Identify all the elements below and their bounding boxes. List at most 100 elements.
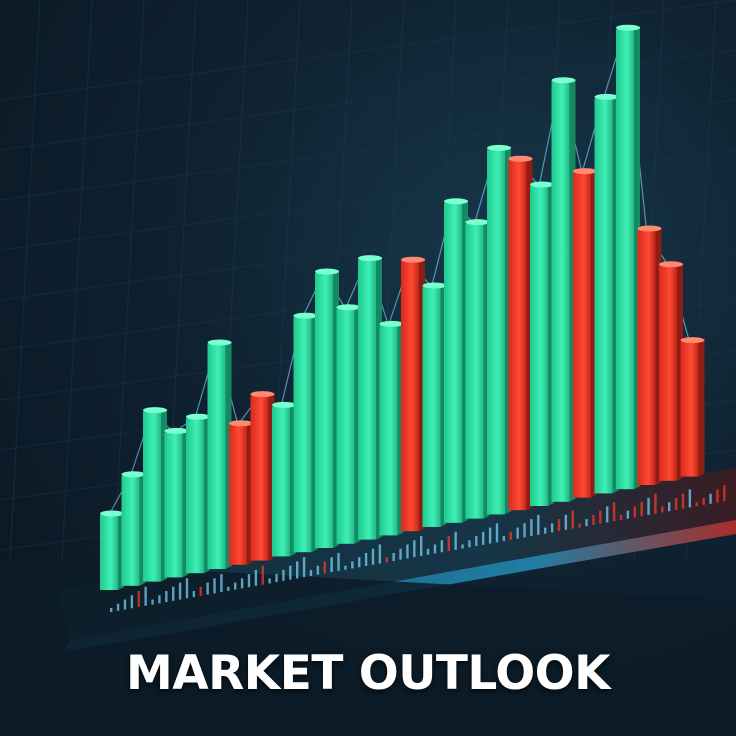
volume-bar bbox=[461, 544, 464, 549]
candle-body bbox=[379, 325, 398, 536]
volume-bar bbox=[351, 561, 354, 569]
volume-bar bbox=[399, 548, 402, 560]
volume-bar bbox=[289, 565, 292, 580]
volume-bar bbox=[268, 578, 271, 584]
candle-body bbox=[358, 259, 376, 540]
volume-bar bbox=[626, 510, 630, 519]
volume-bar bbox=[220, 574, 223, 593]
volume-bar bbox=[433, 544, 437, 554]
volume-bar bbox=[282, 569, 285, 581]
volume-bar bbox=[137, 591, 140, 608]
candle-cap bbox=[315, 268, 339, 275]
volume-bar bbox=[681, 493, 685, 509]
bear-candle bbox=[250, 354, 275, 561]
candle-body bbox=[487, 149, 505, 515]
volume-bar bbox=[371, 548, 375, 565]
candle-cap bbox=[444, 198, 468, 205]
candle-cap bbox=[659, 261, 683, 268]
bull-candle bbox=[143, 355, 167, 582]
candle-body bbox=[186, 418, 204, 574]
volume-bar bbox=[330, 557, 333, 573]
volume-bar bbox=[468, 540, 471, 548]
volume-bar bbox=[364, 552, 368, 566]
volume-bar bbox=[247, 574, 251, 588]
volume-bar bbox=[178, 582, 182, 600]
candle-body bbox=[207, 344, 226, 569]
volume-bar bbox=[716, 489, 719, 503]
volume-bar bbox=[606, 506, 609, 523]
volume-bar bbox=[564, 514, 568, 530]
bull-candle bbox=[422, 222, 447, 527]
bull-candle bbox=[487, 85, 511, 515]
bear-candle bbox=[573, 136, 597, 498]
volume-bar bbox=[213, 578, 216, 594]
bear-candle bbox=[637, 195, 662, 485]
candle-body bbox=[272, 406, 290, 557]
candle-body bbox=[401, 261, 419, 532]
candle-body bbox=[121, 475, 140, 586]
bull-candle bbox=[465, 172, 490, 519]
volume-bar bbox=[151, 599, 154, 605]
volume-bar bbox=[227, 586, 230, 591]
candle-cap bbox=[401, 256, 425, 263]
volume-bar bbox=[592, 514, 595, 525]
bull-candle bbox=[594, 49, 619, 494]
volume-bar bbox=[254, 569, 258, 586]
volume-bar bbox=[240, 578, 244, 589]
grid-line bbox=[9, 0, 41, 561]
volume-bar bbox=[261, 565, 264, 585]
candlestick-bars bbox=[100, 0, 705, 590]
candle-cap bbox=[637, 225, 662, 232]
volume-bar bbox=[695, 502, 698, 507]
candle-cap bbox=[293, 312, 318, 319]
volume-bar bbox=[709, 493, 712, 504]
volume-bar bbox=[530, 519, 533, 537]
bull-candle bbox=[100, 485, 124, 590]
candle-cap bbox=[250, 391, 275, 398]
grid-line bbox=[0, 0, 736, 101]
volume-bar bbox=[516, 527, 519, 539]
volume-bar bbox=[316, 565, 320, 575]
volume-bar bbox=[385, 557, 388, 563]
candle-body bbox=[659, 265, 677, 481]
volume-bar bbox=[447, 536, 450, 552]
volume-bar bbox=[199, 586, 202, 596]
volume-bar bbox=[358, 557, 361, 568]
volume-bar bbox=[550, 523, 554, 533]
volume-bar bbox=[688, 489, 692, 508]
candle-body bbox=[573, 172, 591, 498]
volume-bar bbox=[571, 510, 574, 529]
candle-cap bbox=[594, 93, 619, 100]
bull-candle bbox=[379, 286, 404, 536]
candle-cap bbox=[422, 282, 447, 289]
grid-line bbox=[113, 0, 145, 561]
candle-cap bbox=[272, 401, 296, 408]
candle-body bbox=[164, 432, 183, 578]
bear-candle bbox=[401, 209, 425, 532]
candle-body bbox=[530, 186, 548, 506]
candle-cap bbox=[465, 219, 490, 226]
candle-body bbox=[315, 273, 333, 548]
bull-candle bbox=[293, 250, 318, 553]
volume-bar bbox=[661, 506, 664, 513]
volume-bar bbox=[234, 582, 237, 590]
volume-bar bbox=[302, 557, 306, 578]
candle-body bbox=[229, 424, 247, 565]
bull-candle bbox=[272, 352, 296, 557]
volume-bar bbox=[275, 574, 278, 583]
volume-bar bbox=[544, 527, 547, 534]
candle-cap bbox=[551, 77, 576, 84]
candle-cap bbox=[358, 255, 382, 262]
candle-body bbox=[508, 160, 527, 511]
bull-candle bbox=[444, 164, 468, 523]
volume-bar bbox=[123, 599, 127, 610]
candle-body bbox=[594, 98, 613, 494]
lower-deck bbox=[0, 560, 736, 736]
volume-bar bbox=[158, 595, 161, 604]
volume-bar bbox=[130, 595, 134, 609]
volume-bar bbox=[344, 565, 347, 570]
bear-candle bbox=[229, 356, 253, 565]
volume-bar bbox=[378, 544, 382, 564]
volume-bar bbox=[454, 531, 457, 550]
